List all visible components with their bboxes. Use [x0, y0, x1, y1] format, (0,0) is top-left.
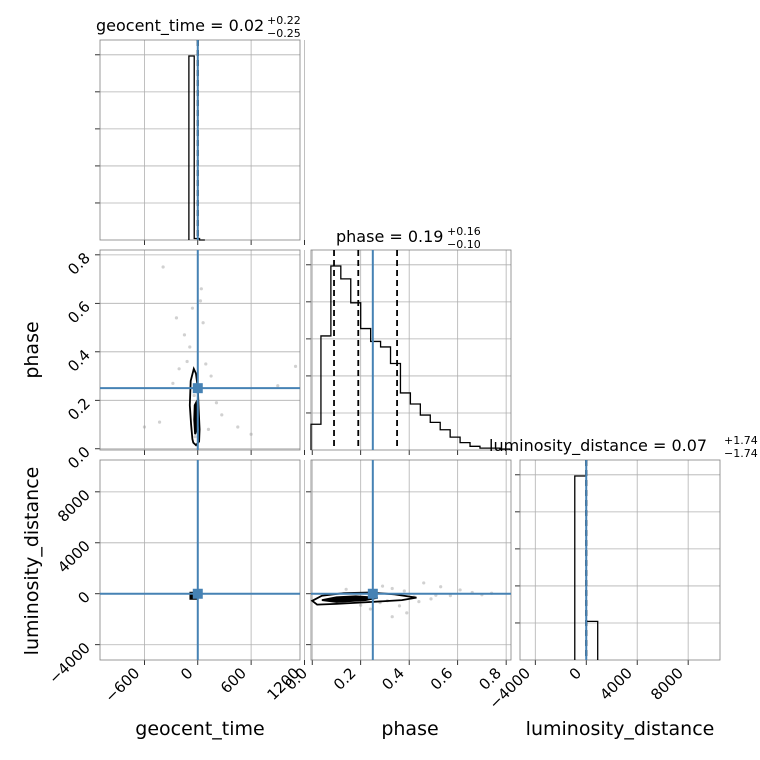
sample-point: [206, 427, 211, 431]
title-luminosity-distance-lower: −1.74: [724, 447, 758, 460]
panel-luminosity_distance-vs-luminosity_distance: [519, 459, 721, 661]
sample-point: [344, 587, 348, 591]
sample-point: [171, 381, 175, 385]
sample-point: [249, 432, 253, 436]
sample-point: [293, 364, 298, 368]
sample-point: [199, 287, 203, 291]
ticklabel-y-luminosity_distance: 4000: [54, 537, 94, 577]
ticklabel-x-geocent_time: 0: [177, 664, 196, 683]
histogram-geocent_time: [188, 55, 205, 241]
title-geocent-time-upper: +0.22: [267, 14, 301, 27]
panel-luminosity_distance-vs-phase: [310, 459, 512, 661]
title-geocent-time-lower: −0.25: [267, 27, 301, 40]
sample-point: [174, 316, 179, 320]
sample-point: [417, 600, 421, 604]
xlabel-geocent-time: geocent_time: [135, 718, 264, 740]
ticklabel-x-luminosity_distance: 0: [566, 664, 585, 683]
sample-point: [190, 306, 195, 310]
sample-point: [182, 333, 187, 337]
ticklabel-y-luminosity_distance: 0: [74, 588, 93, 607]
sample-point: [142, 425, 147, 429]
ticklabel-y-phase: 0.8: [64, 249, 94, 279]
panel-geocent_time-vs-geocent_time: [99, 39, 301, 241]
ticklabel-x-luminosity_distance: 4000: [596, 664, 636, 704]
sample-point: [276, 384, 280, 388]
title-luminosity-distance: luminosity_distance = 0.07: [489, 436, 707, 456]
xlabel-phase: phase: [381, 718, 438, 740]
sample-point: [177, 367, 181, 371]
ticklabel-y-phase: 0.0: [64, 443, 94, 473]
sample-point: [204, 362, 208, 366]
sample-point: [429, 597, 433, 601]
sample-point: [193, 435, 197, 439]
sample-point: [209, 374, 213, 378]
xlabel-luminosity-distance: luminosity_distance: [526, 718, 715, 740]
sample-point: [390, 586, 394, 591]
truth-point: [192, 383, 203, 394]
ticklabel-y-luminosity_distance: 8000: [54, 486, 94, 526]
sample-point: [198, 299, 203, 303]
title-geocent-time: geocent_time = 0.02: [96, 16, 264, 36]
sample-point: [220, 413, 224, 417]
sample-point: [448, 594, 452, 598]
title-phase: phase = 0.19: [336, 227, 443, 246]
ylabel-phase: phase: [21, 321, 43, 378]
truth-point: [367, 588, 378, 599]
ylabel-luminosity-distance: luminosity_distance: [21, 467, 43, 656]
ticklabel-x-geocent_time: 600: [217, 664, 250, 697]
sample-point: [359, 603, 363, 607]
panel-luminosity_distance-vs-geocent_time: [99, 459, 301, 661]
sample-point: [390, 615, 394, 619]
sample-point: [192, 393, 196, 398]
sample-point: [439, 585, 443, 589]
ticklabel-y-luminosity_distance: −4000: [45, 639, 94, 688]
truth-point: [192, 588, 203, 599]
title-phase-lower: −0.10: [447, 238, 481, 251]
sample-point: [214, 401, 219, 405]
sample-point: [405, 611, 409, 615]
sample-point: [185, 359, 189, 364]
panel-phase-vs-phase: [310, 249, 512, 451]
sample-point: [188, 345, 192, 349]
ticklabel-x-phase: 0.4: [378, 664, 408, 694]
title-phase-upper: +0.16: [447, 225, 481, 238]
sample-point: [157, 420, 162, 424]
sample-point: [458, 588, 462, 592]
sample-point: [236, 425, 240, 429]
sample-point: [397, 604, 402, 608]
ticklabel-x-luminosity_distance: 8000: [647, 664, 687, 704]
title-luminosity-distance-upper: +1.74: [724, 434, 758, 447]
sample-point: [201, 321, 205, 325]
sample-point: [380, 584, 385, 588]
ticklabel-y-phase: 0.4: [64, 346, 94, 376]
corner-marks: [100, 40, 599, 660]
corner-panels: 0.00.20.40.60.8−600 0 600 1200−400004000800…: [45, 39, 721, 713]
ticklabel-x-phase: 0.6: [427, 664, 457, 694]
sample-point: [161, 265, 165, 269]
ticklabel-y-phase: 0.6: [64, 297, 94, 327]
sample-point: [368, 607, 372, 611]
ticklabel-x-phase: 0.2: [330, 664, 360, 694]
histogram-phase: [310, 265, 511, 450]
ticklabel-x-geocent_time: −600: [101, 664, 143, 706]
panel-phase-vs-geocent_time: [99, 249, 301, 451]
ticklabel-y-phase: 0.2: [64, 394, 94, 424]
sample-point: [422, 581, 426, 585]
sample-point: [402, 589, 406, 593]
